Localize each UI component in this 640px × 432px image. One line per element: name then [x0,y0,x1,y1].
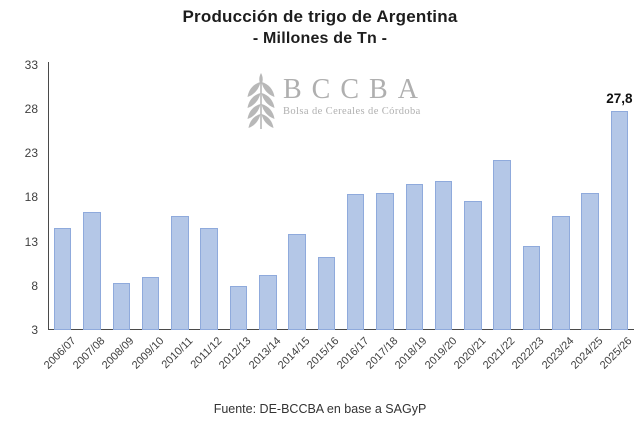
bar [522,245,541,330]
y-axis-tick-label: 28 [24,101,38,116]
bar [434,181,453,330]
bar [53,228,72,330]
bar [141,276,160,330]
watermark-text: BCCBA Bolsa de Cereales de Córdoba [283,72,428,118]
y-axis-tick-label: 3 [31,323,38,337]
bar [112,283,130,330]
bar [317,256,336,330]
bar [552,215,570,330]
chart-title: Producción de trigo de Argentina [182,7,458,26]
bar [581,192,599,330]
bar [259,275,277,330]
y-axis-tick-label: 33 [24,57,38,72]
bar-value-label: 27,8 [606,90,633,106]
bar [493,160,511,330]
source-note: Fuente: DE-BCCBA en base a SAGyP [213,402,427,416]
bar [83,212,101,330]
bar [464,200,482,330]
wheat-spike-icon [247,73,275,129]
bar [229,285,248,330]
watermark-caption: Bolsa de Cereales de Córdoba [283,106,421,117]
x-axis-line [48,329,634,330]
watermark-acronym: BCCBA [283,74,428,105]
bar [346,193,365,330]
bar [610,110,629,330]
bar [405,183,423,330]
chart-subtitle: - Millones de Tn - [252,30,388,47]
bar [376,192,394,330]
watermark: BCCBA Bolsa de Cereales de Córdoba [244,72,428,130]
y-axis-tick-label: 13 [24,234,38,249]
bar [288,233,306,330]
y-axis-line [48,62,49,330]
y-axis-tick-label: 8 [31,278,38,293]
y-axis-tick-label: 18 [24,190,38,205]
bar [200,228,218,330]
bar [171,215,189,330]
y-axis-tick-label: 23 [24,146,38,160]
